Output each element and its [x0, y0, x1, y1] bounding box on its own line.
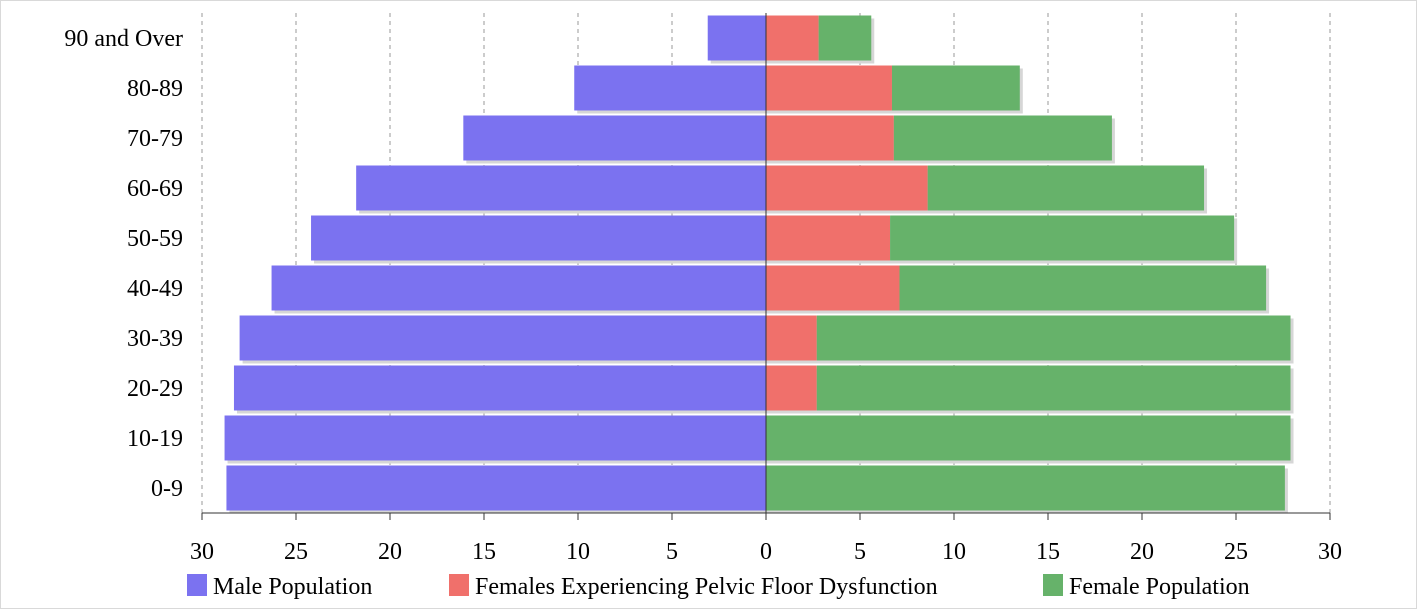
category-labels: 90 and Over 80-89 70-79 60-69 50-59 40-49 30-3… — [64, 26, 183, 502]
x-tick-label: 10 — [566, 539, 590, 565]
x-tick-label: 10 — [942, 539, 966, 565]
legend-swatch — [187, 574, 207, 596]
category-label: 20-29 — [127, 376, 183, 402]
category-label: 90 and Over — [64, 26, 183, 52]
x-tick-label: 20 — [1130, 539, 1154, 565]
x-tick-label: 15 — [472, 539, 496, 565]
bar-females-experiencing-pelvic-floor-dysfunction — [766, 15, 819, 61]
x-tick-label: 30 — [190, 539, 214, 565]
legend-swatch — [449, 574, 469, 596]
category-label: 70-79 — [127, 126, 183, 152]
bar-females-experiencing-pelvic-floor-dysfunction — [766, 315, 817, 361]
bar-female-population — [927, 165, 1205, 211]
bar-male-population — [233, 365, 766, 411]
bar-females-experiencing-pelvic-floor-dysfunction — [766, 215, 891, 261]
category-label: 40-49 — [127, 276, 183, 302]
bar-females-experiencing-pelvic-floor-dysfunction — [766, 365, 817, 411]
legend: Male Population Females Experiencing Pelv… — [187, 574, 1250, 600]
x-tick-label: 5 — [854, 539, 866, 565]
bar-female-population — [816, 315, 1291, 361]
x-tick-label: 15 — [1036, 539, 1060, 565]
bar-male-population — [311, 215, 766, 261]
bar-male-population — [226, 465, 766, 511]
category-label: 30-39 — [127, 326, 183, 352]
legend-label: Male Population — [213, 574, 372, 600]
bar-female-population — [818, 15, 872, 61]
bar-female-population — [893, 115, 1112, 161]
bar-female-population — [766, 465, 1285, 511]
legend-label: Females Experiencing Pelvic Floor Dysfun… — [475, 574, 938, 600]
category-label: 60-69 — [127, 176, 183, 202]
x-tick-label: 30 — [1318, 539, 1342, 565]
category-label: 0-9 — [151, 476, 183, 502]
x-tick-label: 25 — [284, 539, 308, 565]
x-tick-label: 20 — [378, 539, 402, 565]
bar-female-population — [899, 265, 1267, 311]
bar-female-population — [816, 365, 1291, 411]
bar-male-population — [271, 265, 766, 311]
x-axis: 30 25 20 15 10 5 0 5 10 15 20 25 30 — [190, 13, 1342, 565]
bar-male-population — [463, 115, 766, 161]
category-label: 10-19 — [127, 426, 183, 452]
bar-females-experiencing-pelvic-floor-dysfunction — [766, 165, 928, 211]
bar-male-population — [356, 165, 766, 211]
legend-label: Female Population — [1069, 574, 1250, 600]
bar-females-experiencing-pelvic-floor-dysfunction — [766, 65, 892, 111]
x-tick-label: 0 — [760, 539, 772, 565]
bar-male-population — [574, 65, 766, 111]
bar-female-population — [766, 415, 1291, 461]
legend-swatch — [1043, 574, 1063, 596]
x-tick-label: 5 — [666, 539, 678, 565]
x-tick-label: 25 — [1224, 539, 1248, 565]
bars — [224, 15, 1294, 514]
bar-male-population — [224, 415, 766, 461]
bar-female-population — [891, 65, 1020, 111]
bar-male-population — [239, 315, 767, 361]
bar-females-experiencing-pelvic-floor-dysfunction — [766, 115, 894, 161]
bar-male-population — [707, 15, 766, 61]
bar-female-population — [890, 215, 1235, 261]
category-label: 80-89 — [127, 76, 183, 102]
category-label: 50-59 — [127, 226, 183, 252]
bar-females-experiencing-pelvic-floor-dysfunction — [766, 265, 900, 311]
